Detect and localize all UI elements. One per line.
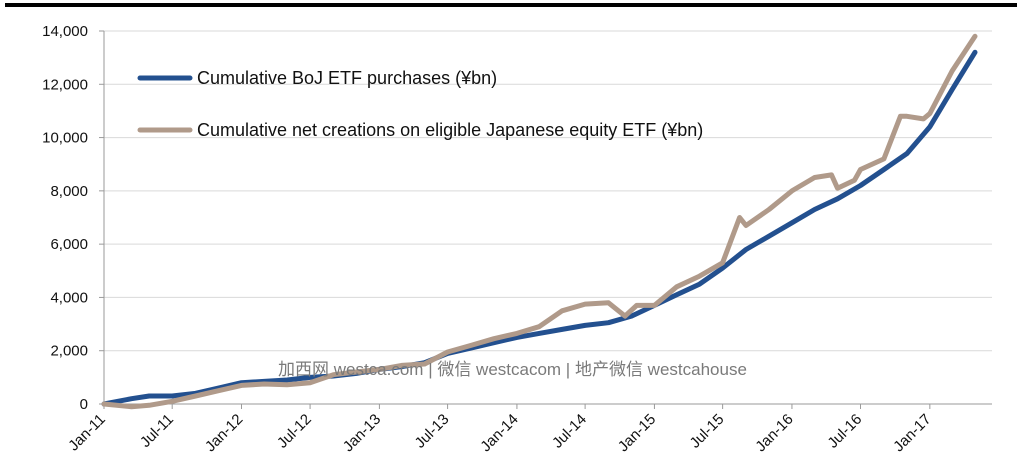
x-tick-label: Jan-12 xyxy=(202,411,246,455)
y-tick-label: 4,000 xyxy=(50,289,88,306)
x-tick-label: Jul-13 xyxy=(412,411,453,452)
legend-label-2: Cumulative net creations on eligible Jap… xyxy=(197,120,703,140)
legend: Cumulative BoJ ETF purchases (¥bn) Cumula… xyxy=(137,68,703,140)
x-tick-label: Jul-16 xyxy=(824,411,865,452)
y-tick-label: 2,000 xyxy=(50,343,88,360)
series-line-2 xyxy=(101,33,978,410)
gridlines xyxy=(104,30,992,352)
series-line-1 xyxy=(101,49,978,407)
x-tick-label: Jan-14 xyxy=(477,411,521,455)
x-tick-label: Jan-13 xyxy=(340,411,384,455)
y-tick-label: 12,000 xyxy=(42,76,88,93)
y-tick-label: 14,000 xyxy=(42,23,88,40)
y-tick-label: 6,000 xyxy=(50,236,88,253)
y-tick-label: 0 xyxy=(80,396,88,413)
axes xyxy=(99,30,992,409)
x-tick-label: Jul-15 xyxy=(687,411,728,452)
x-tick-labels: Jan-11 Jul-11 Jan-12 Jul-12 Jan-13 Jul-13 Jan-… xyxy=(65,411,935,455)
y-tick-label: 10,000 xyxy=(42,130,88,147)
x-tick-label: Jul-14 xyxy=(549,411,590,452)
x-tick-label: Jul-12 xyxy=(274,411,315,452)
x-tick-label: Jan-16 xyxy=(752,411,796,455)
x-tick-label: Jul-11 xyxy=(137,411,177,451)
top-rule xyxy=(5,3,1017,7)
x-tick-label: Jan-11 xyxy=(65,411,109,455)
x-tick-label: Jan-15 xyxy=(615,411,659,455)
y-tick-label: 8,000 xyxy=(50,183,88,200)
legend-label-1: Cumulative BoJ ETF purchases (¥bn) xyxy=(197,68,497,88)
watermark-text: 加西网 westca.com | 微信 westcacom | 地产微信 wes… xyxy=(278,360,747,379)
x-tick-label: Jan-17 xyxy=(890,411,934,455)
y-tick-labels: 0 2,000 4,000 6,000 8,000 10,000 12,000 14,000 xyxy=(42,23,88,413)
series-lines xyxy=(101,33,978,410)
